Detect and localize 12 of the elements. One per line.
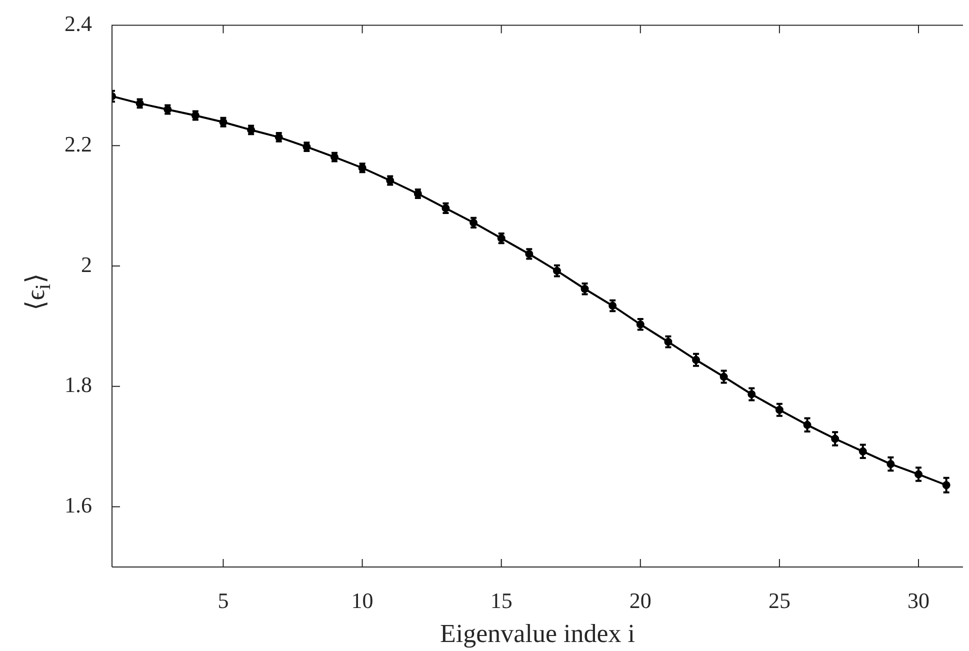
y-tick-label: 1.6 <box>64 492 92 518</box>
y-tick-label: 2.2 <box>64 131 92 156</box>
x-tick-label: 10 <box>351 588 374 613</box>
x-axis-title: Eigenvalue index i <box>440 619 635 648</box>
x-tick-label: 25 <box>768 588 790 613</box>
x-tick-label: 5 <box>218 588 229 613</box>
x-tick-label: 20 <box>629 588 652 613</box>
x-tick-label: 30 <box>908 588 930 613</box>
y-tick-label: 2 <box>81 252 92 277</box>
y-tick-label: 1.8 <box>64 372 92 398</box>
y-tick-label: 2.4 <box>64 10 92 36</box>
x-tick-label: 15 <box>490 588 512 613</box>
